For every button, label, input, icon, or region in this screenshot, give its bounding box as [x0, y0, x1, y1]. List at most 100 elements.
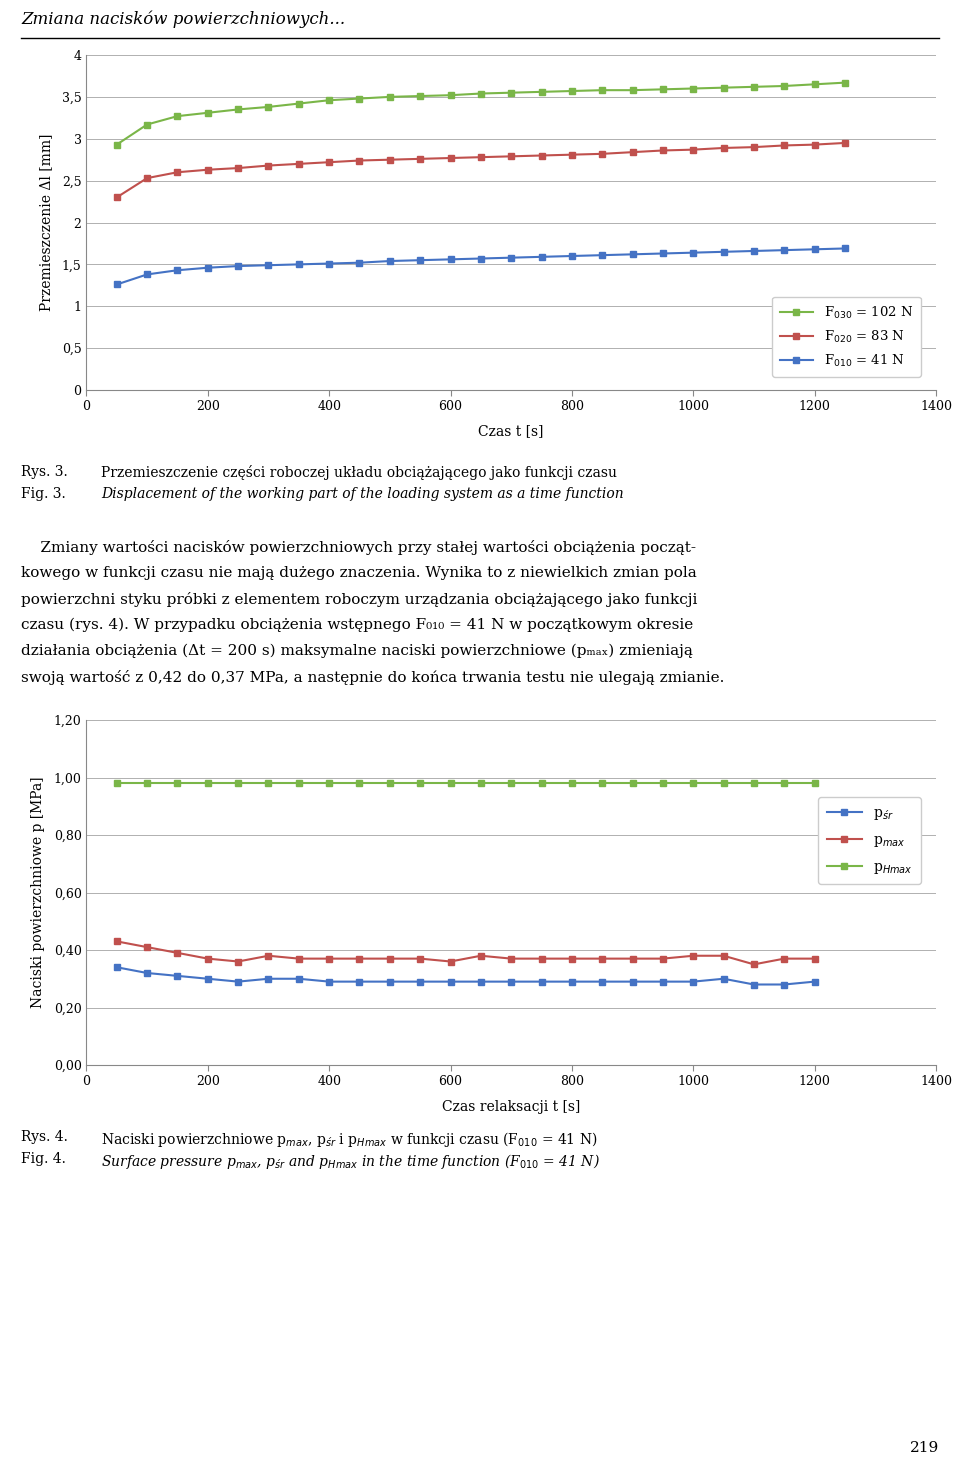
F$_{030}$ = 102 N [718, 78, 730, 96]
p$_{Hmax}$ [384, 774, 396, 792]
p$_{śr}$ [809, 974, 821, 991]
F$_{030}$ = 102 N [536, 83, 547, 100]
F$_{030}$ = 102 N [748, 78, 759, 96]
p$_{śr}$ [111, 959, 123, 976]
p$_{śr}$ [748, 975, 759, 993]
p$_{Hmax}$ [263, 774, 275, 792]
F$_{020}$ = 83 N [384, 150, 396, 168]
p$_{max}$ [232, 953, 244, 971]
p$_{Hmax}$ [475, 774, 487, 792]
p$_{Hmax}$ [809, 774, 821, 792]
p$_{śr}$ [384, 974, 396, 991]
F$_{030}$ = 102 N [141, 115, 153, 133]
F$_{010}$ = 41 N [839, 239, 851, 257]
p$_{Hmax}$ [141, 774, 153, 792]
F$_{020}$ = 83 N [202, 161, 213, 178]
Legend: p$_{śr}$, p$_{max}$, p$_{Hmax}$: p$_{śr}$, p$_{max}$, p$_{Hmax}$ [819, 798, 921, 884]
p$_{śr}$ [779, 975, 790, 993]
p$_{max}$ [353, 950, 365, 968]
F$_{020}$ = 83 N [779, 137, 790, 155]
F$_{030}$ = 102 N [627, 81, 638, 99]
F$_{030}$ = 102 N [415, 87, 426, 105]
p$_{śr}$ [293, 971, 304, 988]
Line: F$_{030}$ = 102 N: F$_{030}$ = 102 N [114, 80, 848, 148]
F$_{020}$ = 83 N [566, 146, 578, 164]
p$_{max}$ [536, 950, 547, 968]
F$_{020}$ = 83 N [718, 139, 730, 156]
Text: Fig. 4.: Fig. 4. [21, 1152, 66, 1167]
F$_{010}$ = 41 N [324, 255, 335, 273]
p$_{śr}$ [202, 971, 213, 988]
p$_{max}$ [566, 950, 578, 968]
p$_{śr}$ [141, 965, 153, 982]
p$_{max}$ [658, 950, 669, 968]
F$_{010}$ = 41 N [596, 246, 608, 264]
F$_{010}$ = 41 N [263, 257, 275, 274]
Line: F$_{020}$ = 83 N: F$_{020}$ = 83 N [114, 140, 848, 201]
F$_{030}$ = 102 N [353, 90, 365, 108]
F$_{030}$ = 102 N [111, 136, 123, 153]
p$_{Hmax}$ [293, 774, 304, 792]
F$_{010}$ = 41 N [536, 248, 547, 266]
Line: p$_{max}$: p$_{max}$ [114, 938, 817, 968]
F$_{030}$ = 102 N [505, 84, 516, 102]
p$_{Hmax}$ [172, 774, 183, 792]
F$_{020}$ = 83 N [232, 159, 244, 177]
Text: czasu (rys. 4). W przypadku obciążenia wstępnego F₀₁₀ = 41 N w początkowym okres: czasu (rys. 4). W przypadku obciążenia w… [21, 618, 693, 633]
F$_{030}$ = 102 N [779, 77, 790, 94]
F$_{020}$ = 83 N [505, 148, 516, 165]
p$_{Hmax}$ [718, 774, 730, 792]
Text: działania obciążenia (Δt = 200 s) maksymalne naciski powierzchniowe (pₘₐₓ) zmien: działania obciążenia (Δt = 200 s) maksym… [21, 645, 693, 658]
p$_{śr}$ [505, 974, 516, 991]
Y-axis label: Przemieszczenie Δl [mm]: Przemieszczenie Δl [mm] [39, 134, 54, 311]
Text: Surface pressure p$_{max}$, p$_{śr}$ and p$_{Hmax}$ in the time function (F$_{01: Surface pressure p$_{max}$, p$_{śr}$ and… [101, 1152, 600, 1171]
F$_{020}$ = 83 N [353, 152, 365, 170]
p$_{śr}$ [596, 974, 608, 991]
Text: swoją wartość z 0,42 do 0,37 MPa, a następnie do końca trwania testu nie ulegają: swoją wartość z 0,42 do 0,37 MPa, a nast… [21, 670, 725, 684]
F$_{010}$ = 41 N [444, 251, 456, 268]
F$_{020}$ = 83 N [809, 136, 821, 153]
p$_{max}$ [718, 947, 730, 965]
F$_{010}$ = 41 N [627, 245, 638, 263]
p$_{max}$ [293, 950, 304, 968]
p$_{max}$ [415, 950, 426, 968]
F$_{010}$ = 41 N [172, 261, 183, 279]
F$_{030}$ = 102 N [293, 94, 304, 112]
F$_{010}$ = 41 N [415, 251, 426, 268]
F$_{030}$ = 102 N [566, 83, 578, 100]
F$_{010}$ = 41 N [779, 242, 790, 260]
Text: kowego w funkcji czasu nie mają dużego znaczenia. Wynika to z niewielkich zmian : kowego w funkcji czasu nie mają dużego z… [21, 566, 697, 580]
p$_{śr}$ [536, 974, 547, 991]
F$_{030}$ = 102 N [202, 103, 213, 121]
Text: Naciski powierzchniowe p$_{max}$, p$_{śr}$ i p$_{Hmax}$ w funkcji czasu (F$_{010: Naciski powierzchniowe p$_{max}$, p$_{śr… [101, 1130, 597, 1149]
F$_{020}$ = 83 N [839, 134, 851, 152]
p$_{max}$ [809, 950, 821, 968]
p$_{śr}$ [172, 968, 183, 985]
F$_{020}$ = 83 N [475, 149, 487, 167]
p$_{śr}$ [353, 974, 365, 991]
p$_{śr}$ [718, 971, 730, 988]
F$_{020}$ = 83 N [536, 146, 547, 164]
p$_{śr}$ [444, 974, 456, 991]
p$_{Hmax}$ [353, 774, 365, 792]
Line: p$_{Hmax}$: p$_{Hmax}$ [114, 780, 817, 786]
F$_{010}$ = 41 N [658, 245, 669, 263]
p$_{Hmax}$ [505, 774, 516, 792]
F$_{010}$ = 41 N [111, 276, 123, 294]
p$_{max}$ [596, 950, 608, 968]
F$_{030}$ = 102 N [809, 75, 821, 93]
p$_{max}$ [111, 932, 123, 950]
Text: Displacement of the working part of the loading system as a time function: Displacement of the working part of the … [101, 487, 623, 502]
Text: 219: 219 [910, 1441, 939, 1454]
F$_{030}$ = 102 N [687, 80, 699, 97]
F$_{020}$ = 83 N [596, 145, 608, 162]
p$_{Hmax}$ [111, 774, 123, 792]
p$_{Hmax}$ [415, 774, 426, 792]
F$_{030}$ = 102 N [232, 100, 244, 118]
p$_{Hmax}$ [779, 774, 790, 792]
F$_{010}$ = 41 N [232, 257, 244, 274]
p$_{śr}$ [658, 974, 669, 991]
p$_{śr}$ [475, 974, 487, 991]
F$_{030}$ = 102 N [324, 91, 335, 109]
F$_{010}$ = 41 N [202, 260, 213, 277]
